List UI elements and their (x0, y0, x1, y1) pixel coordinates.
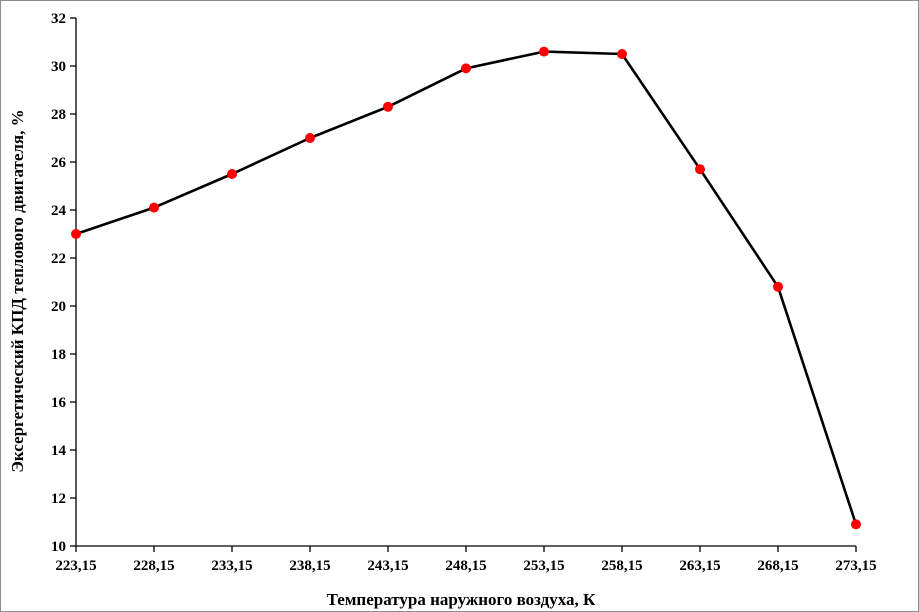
x-tick-label: 223,15 (55, 558, 96, 574)
y-tick-label: 30 (51, 59, 66, 75)
data-point (539, 46, 549, 57)
y-tick-label: 10 (51, 539, 66, 555)
x-tick-label: 233,15 (211, 558, 252, 574)
data-point (851, 519, 861, 530)
y-tick-label: 14 (51, 443, 67, 459)
x-tick-label: 258,15 (601, 558, 642, 574)
x-tick-label: 238,15 (289, 558, 330, 574)
data-point (149, 202, 159, 213)
x-tick-label: 268,15 (757, 558, 798, 574)
data-point (71, 229, 81, 239)
data-point (617, 49, 627, 59)
y-tick-label: 24 (51, 203, 67, 219)
y-tick-label: 28 (51, 107, 66, 123)
data-point (305, 133, 315, 143)
y-tick-label: 16 (51, 395, 67, 411)
data-point (227, 169, 237, 179)
x-tick-label: 228,15 (133, 558, 174, 574)
y-axis-title: Эксергетический КПД теплового двигателя,… (8, 109, 27, 472)
data-point (695, 164, 705, 175)
y-tick-label: 18 (51, 347, 66, 363)
y-tick-label: 20 (51, 299, 66, 315)
y-tick-label: 12 (51, 491, 66, 507)
x-tick-label: 263,15 (679, 558, 720, 574)
series-line (75, 50, 858, 525)
y-tick-label: 32 (51, 11, 66, 27)
y-tick-label: 26 (51, 155, 67, 171)
axes (70, 17, 857, 552)
x-tick-label: 253,15 (523, 558, 564, 574)
data-point (461, 63, 471, 74)
x-tick-label: 243,15 (367, 558, 408, 574)
tick-labels: 10 12 14 16 18 20 22 24 26 28 30 32 223,15 228,15 233,… (51, 11, 877, 574)
y-tick-label: 22 (51, 251, 66, 267)
x-tick-label: 273,15 (835, 558, 876, 574)
series-layer (71, 46, 861, 530)
data-point (773, 281, 783, 292)
x-axis-title: Температура наружного воздуха, К (327, 590, 596, 609)
data-point (383, 101, 393, 112)
x-tick-label: 248,15 (445, 558, 486, 574)
